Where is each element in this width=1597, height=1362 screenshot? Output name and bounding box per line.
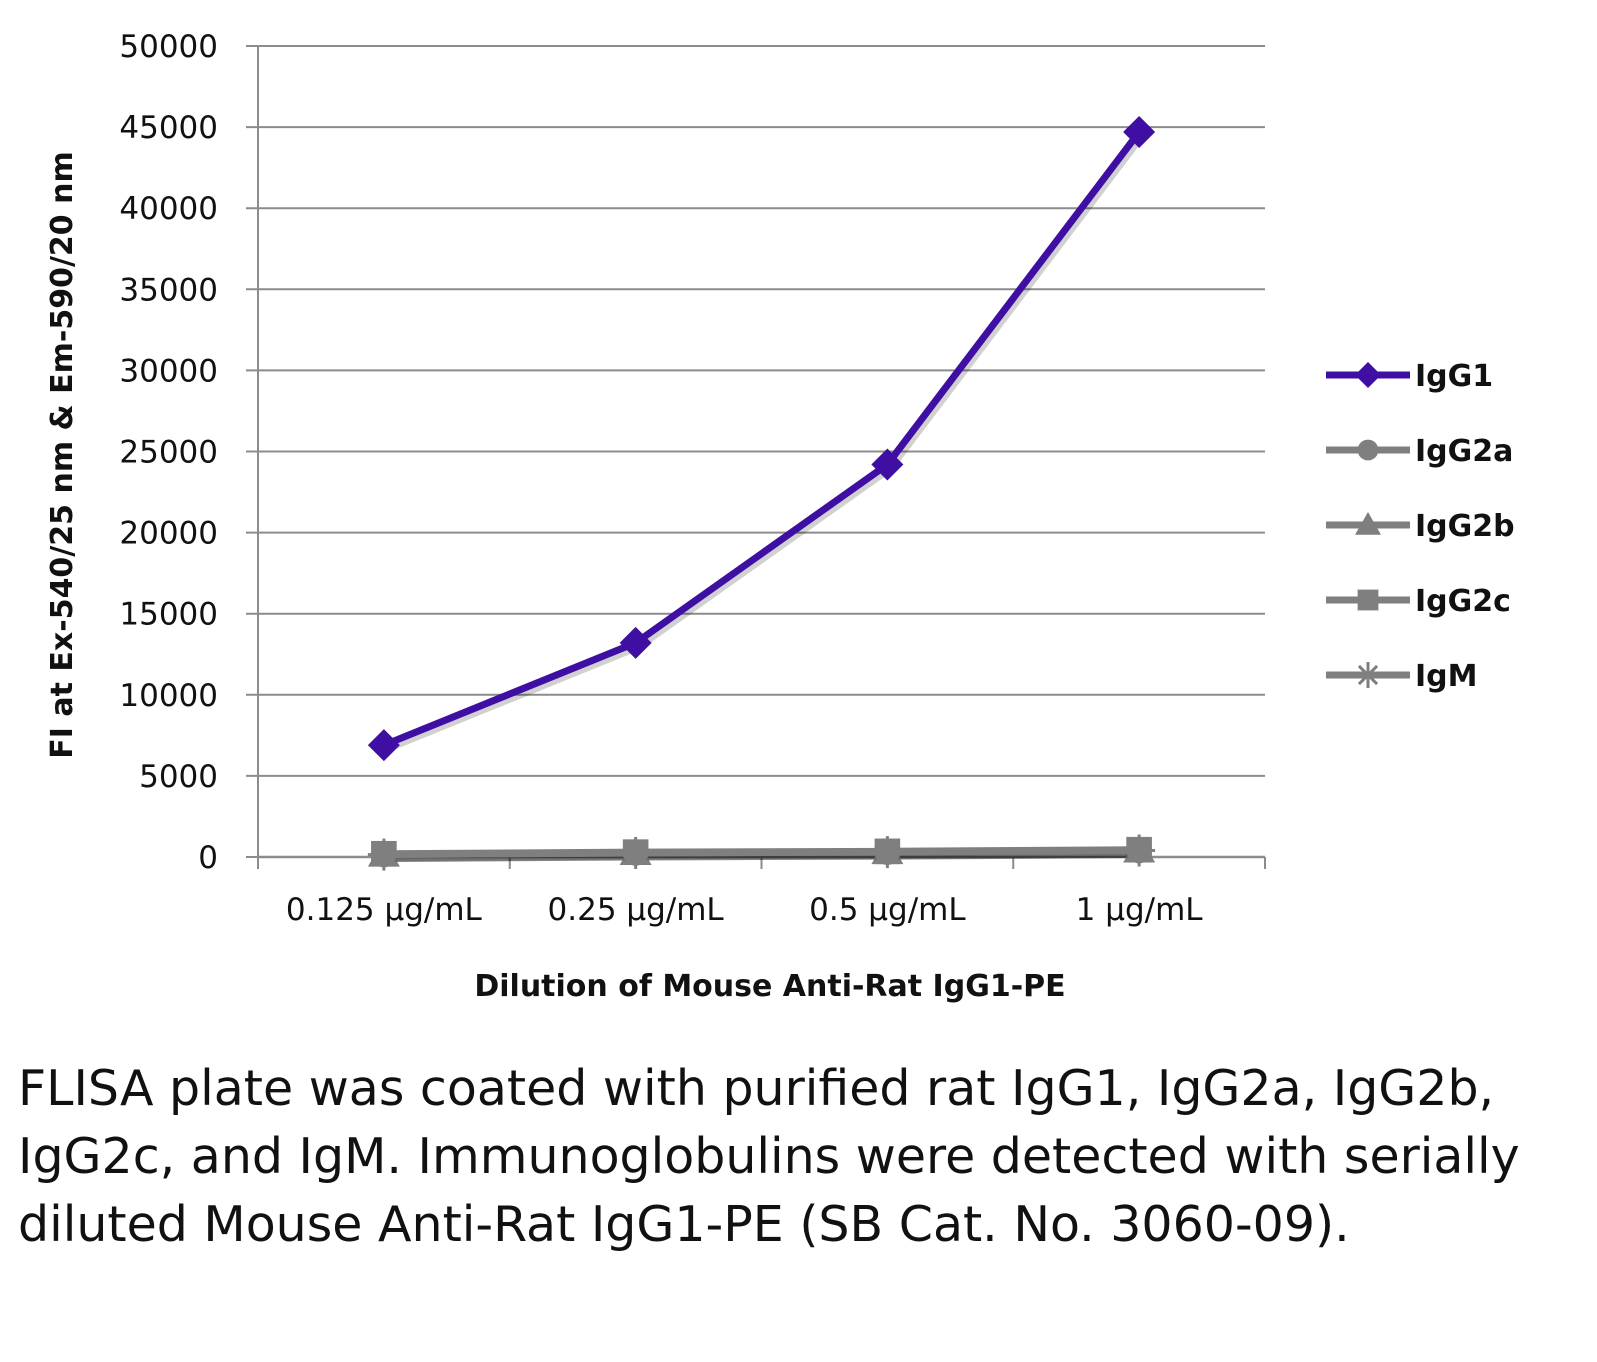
data-point (622, 840, 649, 866)
legend-label: IgG2c (1415, 584, 1511, 619)
legend: IgG1 IgG2a IgG2b IgG2c IgM (1326, 359, 1515, 694)
data-point (371, 841, 397, 868)
legend-marker (1355, 362, 1381, 388)
legend-item-igg2b: IgG2b (1326, 509, 1515, 544)
y-tick-label: 45000 (119, 110, 218, 146)
legend-item-igg1: IgG1 (1326, 359, 1493, 394)
series-shadow (386, 851, 1143, 863)
legend-marker (1355, 512, 1381, 535)
data-point (619, 626, 652, 659)
x-tick-label: 0.5 µg/mL (809, 892, 966, 928)
series-shadow (386, 851, 1143, 863)
y-tick-label: 15000 (119, 597, 218, 633)
y-tick-label: 5000 (139, 759, 218, 795)
figure-caption: FLISA plate was coated with purified rat… (18, 1060, 1520, 1253)
y-tick-label: 30000 (119, 353, 218, 389)
data-point (1123, 115, 1156, 148)
y-tick-label: 50000 (119, 29, 218, 65)
y-axis-title: FI at Ex-540/25 nm & Em-590/20 nm (45, 151, 80, 758)
x-axis-title: Dilution of Mouse Anti-Rat IgG1-PE (474, 969, 1065, 1004)
y-tick-label: 40000 (119, 191, 218, 227)
series-shadow (385, 133, 1145, 753)
legend-label: IgG2a (1415, 434, 1513, 469)
data-point (871, 448, 904, 481)
data-point (874, 839, 901, 865)
legend-item-igg2c: IgG2c (1326, 584, 1511, 619)
gridlines (246, 45, 1265, 858)
legend-item-igg2a: IgG2a (1326, 434, 1513, 469)
series-lines (367, 115, 1156, 871)
legend-label: IgG1 (1415, 359, 1493, 394)
y-tick-label: 10000 (119, 678, 218, 714)
x-tick-label: 1 µg/mL (1076, 892, 1204, 928)
x-tick-label: 0.125 µg/mL (286, 892, 483, 928)
y-tick-label: 35000 (119, 272, 218, 308)
legend-marker (1357, 589, 1379, 611)
legend-marker (1355, 662, 1381, 688)
line-chart: 0 5000 10000 15000 20000 25000 30000 35000 40000… (45, 29, 1515, 1004)
y-tick-label: 0 (198, 840, 218, 876)
data-point (367, 729, 400, 762)
series-igg1 (367, 115, 1156, 762)
data-point (1126, 837, 1152, 864)
series-shadow (386, 851, 1143, 863)
x-tick-label: 0.25 µg/mL (548, 892, 725, 928)
series-line (382, 129, 1142, 749)
series-line (383, 847, 1140, 859)
y-tick-label: 20000 (119, 516, 218, 552)
y-tick-label: 25000 (119, 435, 218, 471)
series-igg2a (371, 837, 1152, 868)
legend-marker (1357, 439, 1379, 461)
legend-item-igm: IgM (1326, 659, 1478, 694)
legend-label: IgM (1415, 659, 1478, 694)
tick-labels: 0 5000 10000 15000 20000 25000 30000 35000 40000… (119, 29, 1203, 928)
legend-label: IgG2b (1415, 509, 1515, 544)
